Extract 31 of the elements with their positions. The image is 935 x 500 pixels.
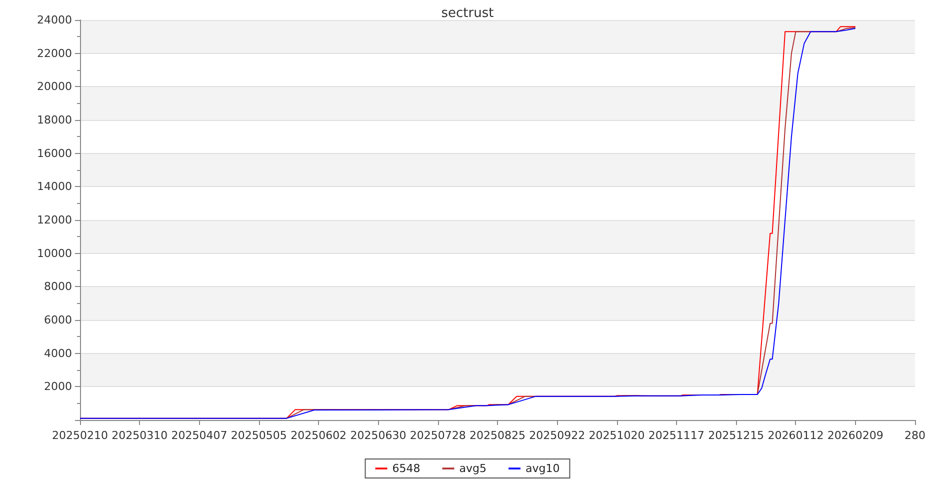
legend-label: 6548 — [392, 462, 420, 475]
y-tick-label: 16000 — [37, 146, 72, 160]
x-tick-label: 20250407 — [171, 429, 228, 442]
y-tick-label: 20000 — [37, 80, 72, 94]
chart-title: sectrust — [441, 6, 494, 21]
legend-label: avg10 — [526, 462, 560, 475]
y-tick-label: 6000 — [44, 314, 72, 326]
x-tick-label: 20250630 — [350, 429, 406, 442]
x-tick-label: 20250728 — [410, 429, 466, 442]
x-tick-label: 20250825 — [470, 429, 526, 442]
x-tick-label: 20250210 — [52, 429, 108, 442]
y-tick-label: 4000 — [44, 346, 72, 360]
y-tick-label: 2000 — [44, 380, 72, 394]
y-tick-label: 12000 — [37, 214, 72, 226]
y-tick-label: 10000 — [37, 246, 72, 260]
y-tick-label: 18000 — [37, 114, 72, 126]
y-tick-label: 24000 — [37, 14, 72, 26]
x-tick-label: 20260209 — [827, 429, 884, 442]
y-tick-label: 14000 — [37, 180, 72, 194]
legend-label: avg5 — [459, 462, 486, 475]
x-tick-label: 20250310 — [112, 429, 168, 442]
y-tick-label: 22000 — [37, 46, 72, 60]
x-tick-label: 20250602 — [290, 429, 347, 442]
x-tick-label: 20250922 — [529, 429, 586, 442]
x-tick-label: 20251117 — [648, 429, 704, 442]
x-tick-label: 20260112 — [768, 429, 824, 442]
x-tick-label: 280 — [904, 429, 926, 442]
x-tick-label: 20251215 — [708, 429, 764, 442]
x-tick-label: 20250505 — [230, 429, 287, 442]
x-tick-label: 20251020 — [588, 429, 645, 442]
y-tick-label: 8000 — [44, 280, 72, 294]
